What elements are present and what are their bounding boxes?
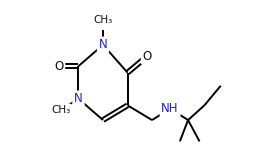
Text: CH₃: CH₃ — [51, 105, 70, 115]
Text: O: O — [54, 60, 63, 73]
Text: N: N — [74, 92, 83, 105]
Text: O: O — [143, 50, 152, 63]
Text: N: N — [99, 38, 107, 51]
Text: CH₃: CH₃ — [93, 15, 113, 25]
Text: NH: NH — [161, 102, 179, 115]
